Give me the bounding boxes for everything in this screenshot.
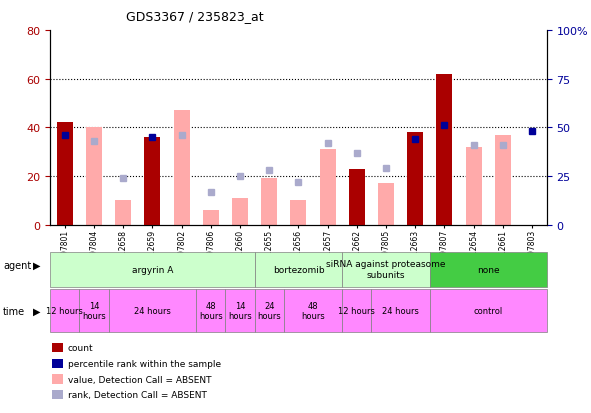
Text: 24 hours: 24 hours: [382, 306, 419, 315]
Bar: [109, 289, 196, 332]
Text: rank, Detection Call = ABSENT: rank, Detection Call = ABSENT: [68, 390, 207, 399]
Text: 48
hours: 48 hours: [301, 301, 325, 320]
Bar: [255, 252, 342, 287]
Bar: [466, 147, 482, 225]
Bar: [342, 289, 372, 332]
Text: 24
hours: 24 hours: [257, 301, 281, 320]
Bar: [225, 289, 255, 332]
Bar: [86, 128, 102, 225]
Text: time: time: [3, 306, 25, 316]
Bar: [196, 289, 225, 332]
Text: 24 hours: 24 hours: [134, 306, 171, 315]
Text: siRNA against proteasome
subunits: siRNA against proteasome subunits: [326, 260, 446, 279]
Text: ▶: ▶: [33, 306, 40, 316]
Bar: [284, 289, 342, 332]
Bar: [255, 289, 284, 332]
Text: value, Detection Call = ABSENT: value, Detection Call = ABSENT: [68, 375, 212, 384]
Bar: [115, 201, 131, 225]
Text: GDS3367 / 235823_at: GDS3367 / 235823_at: [126, 10, 264, 23]
Text: ▶: ▶: [33, 260, 40, 271]
Bar: [320, 150, 336, 225]
Bar: [290, 201, 307, 225]
Bar: [378, 184, 394, 225]
Bar: [50, 289, 79, 332]
Text: 12 hours: 12 hours: [47, 306, 83, 315]
Bar: [203, 211, 219, 225]
Bar: [436, 75, 453, 225]
Text: agent: agent: [3, 260, 31, 271]
Text: 48
hours: 48 hours: [199, 301, 223, 320]
Bar: [57, 123, 73, 225]
Text: percentile rank within the sample: percentile rank within the sample: [68, 359, 221, 368]
Text: 14
hours: 14 hours: [228, 301, 252, 320]
Text: none: none: [477, 265, 499, 274]
Bar: [372, 289, 430, 332]
Text: argyrin A: argyrin A: [132, 265, 173, 274]
Text: 14
hours: 14 hours: [82, 301, 106, 320]
Text: control: control: [473, 306, 503, 315]
Text: bortezomib: bortezomib: [272, 265, 324, 274]
Bar: [79, 289, 109, 332]
Bar: [349, 169, 365, 225]
Bar: [407, 133, 423, 225]
Bar: [430, 289, 547, 332]
Bar: [342, 252, 430, 287]
Text: count: count: [68, 343, 93, 352]
Bar: [232, 198, 248, 225]
Text: 12 hours: 12 hours: [339, 306, 375, 315]
Bar: [261, 179, 277, 225]
Bar: [430, 252, 547, 287]
Bar: [174, 111, 190, 225]
Bar: [50, 252, 255, 287]
Bar: [495, 135, 511, 225]
Bar: [144, 138, 161, 225]
